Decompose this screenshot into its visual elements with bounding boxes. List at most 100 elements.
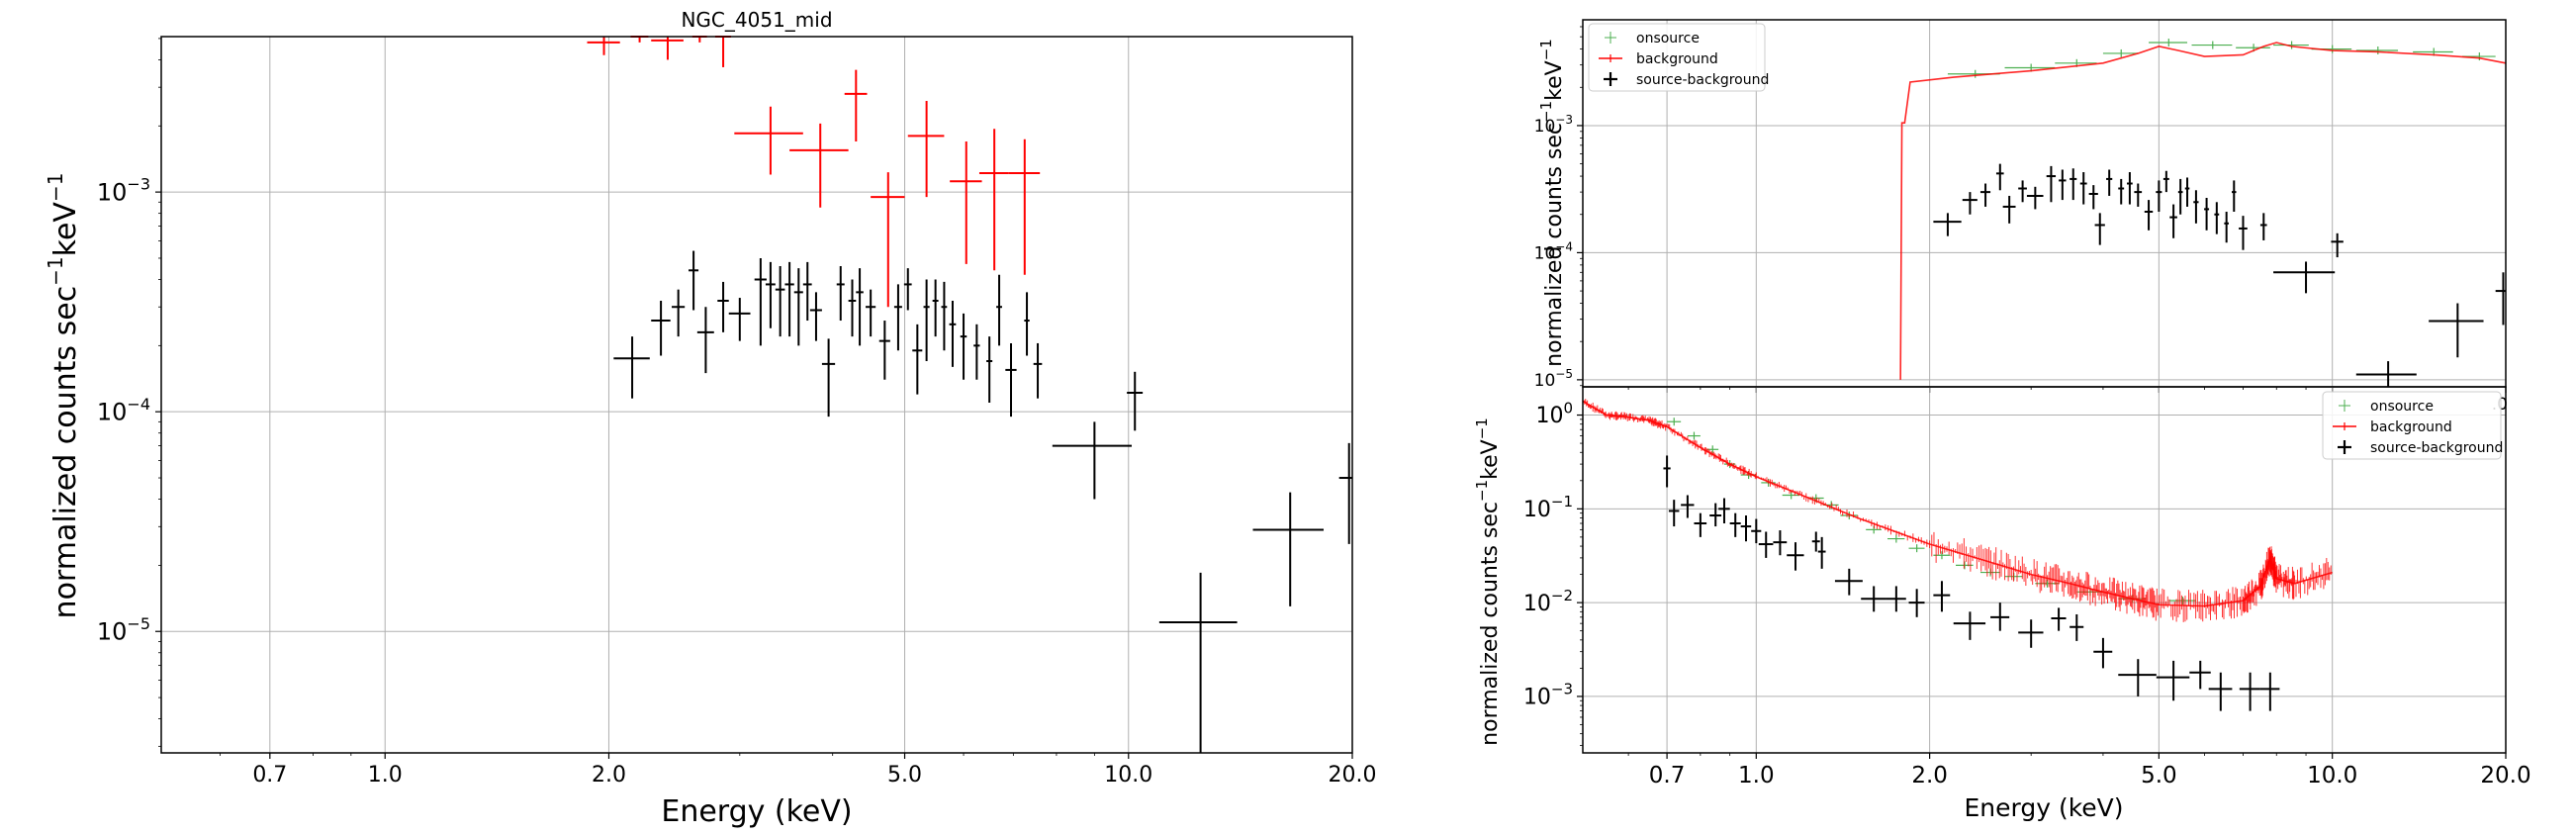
bottom-right-chart-source-background-point (1718, 498, 1730, 524)
left-chart-series-1-point (793, 268, 803, 346)
top-right-chart-y-tick-exponent: −4 (1555, 240, 1573, 254)
left-chart-series-1-point (651, 301, 671, 356)
bottom-right-chart-y-tick-exponent: 0 (1563, 399, 1573, 417)
bottom-right-chart-source-background-point (1886, 586, 1906, 612)
top-right-chart-source-background-point (2059, 169, 2067, 201)
left-chart-series-1-point (1052, 421, 1133, 500)
top-right-chart-source-background-point (2239, 216, 2248, 250)
bottom-right-chart-y-axis-label: normalized counts sec−1keV−1 (1473, 418, 1503, 746)
bottom-right-chart-onsource-point (1667, 418, 1682, 426)
left-chart-series-1-point (912, 324, 923, 395)
top-right-chart-y-tick-mantissa: 10 (1534, 243, 1556, 263)
bottom-right-chart-legend: onsource background source-background (2322, 391, 2503, 460)
top-right-chart-onsource-point (2102, 48, 2139, 57)
left-chart-series-1-point (784, 261, 794, 337)
bottom-right-chart-source-background-point (1834, 568, 1863, 596)
bottom-right-chart-source-background-point (1990, 603, 2010, 631)
left-chart-series-1-point (1338, 442, 1352, 544)
bottom-right-chart-source-background-point (1663, 455, 1671, 488)
bottom-right-chart-y-tick-mantissa: 10 (1523, 592, 1551, 616)
top-right-chart-source-background-point (2177, 178, 2183, 215)
top-right-chart-y-tick-exponent: −5 (1555, 367, 1573, 381)
left-chart-series-1-point (941, 281, 948, 351)
bottom-right-chart-source-background-point (1861, 586, 1886, 612)
left-chart-series-0-point (734, 106, 803, 175)
left-chart-series-1-point (1005, 342, 1017, 418)
left-chart-series-0-point (844, 69, 868, 141)
left-chart-series-0-point (978, 129, 1009, 271)
top-right-chart-background-curve (1899, 42, 2507, 380)
bottom-right-chart-source-background-point (1709, 503, 1722, 527)
bottom-right-chart-y-tick-label: 100 (1535, 399, 1573, 428)
left-chart-series-1-point (878, 321, 890, 380)
bottom-right-chart-source-background-point (2156, 660, 2190, 701)
bottom-right-chart-source-background-point (1694, 512, 1707, 537)
bottom-right-chart-source-background-point (1933, 581, 1951, 612)
left-chart-y-tick-exponent: −3 (127, 175, 150, 194)
bottom-right-chart-source-background-point (2259, 672, 2280, 711)
bottom-right-chart-y-tick-mantissa: 10 (1523, 498, 1551, 522)
top-right-chart-source-background-point (2002, 195, 2016, 224)
bottom-right-chart-source-background-point (1953, 611, 1986, 640)
top-right-chart-y-axis-label: normalized counts sec−1keV−1 (1537, 39, 1567, 367)
top-right-chart-legend: onsource background source-background (1588, 23, 1769, 92)
left-chart-x-tick-label: 10.0 (1104, 763, 1152, 788)
top-right-chart-y-tick-exponent: −3 (1555, 113, 1573, 127)
bottom-right-chart-grid (1583, 387, 2506, 753)
top-right-chart-source-background-point (2144, 200, 2154, 231)
bottom-right-chart-y-tick-label: 10−2 (1523, 587, 1573, 616)
top-right-chart-source-background-point (2259, 213, 2267, 240)
bottom-right-chart-source-background-point (2118, 659, 2157, 696)
bottom-right-chart-legend-entry: source-background (2338, 440, 2503, 456)
top-right-chart-legend-label: onsource (1636, 31, 1700, 46)
top-right-chart-source-background-point (2127, 172, 2133, 205)
left-chart-y-tick-label: 10−5 (97, 614, 150, 646)
bottom-right-chart-y-tick-exponent: −2 (1551, 587, 1573, 604)
bottom-right-chart-y-tick-exponent: −1 (1551, 493, 1573, 510)
bottom-right-chart-source-background-point (2018, 619, 2044, 648)
left-chart-y-tick-exponent: −4 (127, 395, 150, 414)
bottom-right-chart-x-tick-label: 20.0 (2480, 763, 2530, 789)
left-chart-series-1-point (856, 268, 864, 346)
bottom-right-chart-source-background-point (2093, 637, 2113, 669)
left-chart-series-0-point (789, 123, 849, 208)
left-chart-series-1-point (613, 336, 650, 399)
bottom-right-chart-source-background-point (2208, 672, 2233, 711)
left-chart-series-1-point (821, 338, 836, 418)
left-chart-series-1-point (923, 279, 930, 362)
bottom-right-chart-source-background-point (1773, 530, 1788, 556)
bottom-right-chart-background-curve (1582, 399, 2333, 622)
left-chart-series-0-point (907, 100, 945, 198)
left-chart-series (587, 36, 1352, 753)
bottom-right-chart-y-tick-label: 10−1 (1523, 493, 1573, 522)
top-right-chart-source-background-point (2118, 178, 2125, 205)
top-right-chart-source-background-point (1933, 213, 1962, 236)
top-right-chart-source-background-point (2134, 183, 2143, 207)
left-chart-y-tick-label: 10−3 (97, 175, 150, 207)
top-right-chart-source-background-point (2070, 168, 2077, 201)
top-right-chart-source-background-point (2273, 261, 2336, 294)
bottom-right-chart-source-background-point (2239, 672, 2260, 711)
bottom-right-chart-y-tick-label: 10−3 (1523, 681, 1573, 710)
left-chart-grid (161, 37, 1352, 753)
left-chart-series-1-point (754, 257, 767, 346)
bottom-right-chart-legend-entry: onsource (2339, 399, 2434, 415)
left-chart-title: NGC_4051_mid (681, 8, 832, 32)
left-chart-series-1-point (802, 261, 812, 322)
left-chart-series-1-point (696, 307, 714, 374)
bottom-right-chart-y-tick-mantissa: 10 (1523, 686, 1551, 710)
left-chart-series-1-point (996, 274, 1002, 346)
bottom-right-chart-background-line (1582, 400, 2333, 607)
bottom-right-chart-onsource-point (1687, 431, 1701, 440)
top-right-chart-y-tick-label: 10−5 (1534, 367, 1573, 391)
bottom-right-chart-source-background-point (2189, 660, 2211, 690)
left-chart-series-1-point (836, 266, 845, 322)
top-right-chart-legend-label: background (1636, 51, 1718, 67)
top-right-chart-y-tick-mantissa: 10 (1534, 371, 1556, 391)
top-right-chart-onsource-point (2149, 39, 2188, 47)
top-right-chart-onsource-point (2355, 46, 2399, 55)
top-right-chart-source-background-point (2169, 204, 2177, 238)
